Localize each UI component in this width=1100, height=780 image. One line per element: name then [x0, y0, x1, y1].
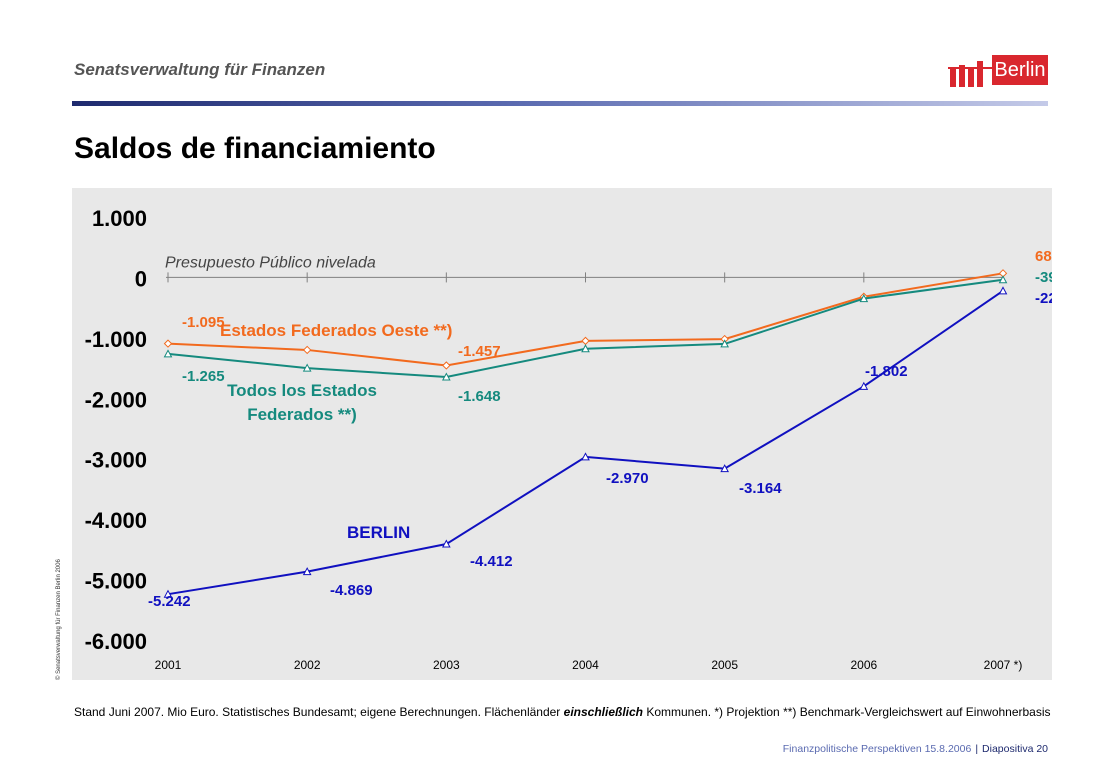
- x-tick-label: 2005: [711, 658, 738, 672]
- data-label: -39: [1035, 269, 1052, 286]
- data-point-todos-los-estados-federados: [441, 372, 451, 381]
- page-title: Saldos de financiamiento: [74, 132, 436, 165]
- y-tick-label: -5.000: [85, 569, 147, 594]
- footnote-text-1: Stand Juni 2007. Mio Euro. Statistisches…: [74, 705, 564, 719]
- x-tick-label: 2001: [155, 658, 182, 672]
- data-label: -222: [1035, 290, 1052, 307]
- data-point-berlin: [441, 539, 451, 548]
- data-label: -4.869: [330, 582, 373, 599]
- series-name-label: Federados **): [247, 405, 357, 424]
- data-point-berlin: [302, 567, 312, 576]
- footnote-text-2: Kommunen. *) Projektion **) Benchmark-Ve…: [643, 705, 1051, 719]
- y-tick-label: -3.000: [85, 448, 147, 473]
- data-point-berlin: [859, 381, 869, 390]
- berlin-logo: Berlin: [948, 55, 1048, 94]
- x-tick-label: 2002: [294, 658, 321, 672]
- data-point-todos-los-estados-federados: [581, 344, 590, 353]
- data-point-berlin: [163, 589, 173, 598]
- series-name-label: BERLIN: [347, 523, 410, 542]
- x-tick-label: 2006: [850, 658, 877, 672]
- data-label: -1.457: [458, 343, 501, 360]
- chart-container: 1.000 0 -1.000 -2.000 -3.000 -4.000 -5.000 -6.0…: [72, 188, 1065, 680]
- header-divider: [72, 101, 1048, 106]
- series-name-label: Todos los Estados: [227, 381, 377, 400]
- footnote-emphasis: einschließlich: [563, 705, 643, 719]
- berlin-bear-emblem-icon: [948, 61, 992, 87]
- logo-wordmark: Berlin: [992, 55, 1048, 85]
- data-point-todos-los-estados-federados: [720, 339, 730, 348]
- slide-footer: Finanzpolitische Perspektiven 15.8.2006 |…: [783, 743, 1048, 755]
- data-point-estados-federados-oeste: [442, 361, 451, 370]
- data-point-berlin: [720, 464, 730, 473]
- data-point-berlin: [998, 286, 1008, 295]
- data-point-todos-los-estados-federados: [859, 294, 869, 303]
- chart-background: [72, 188, 1052, 680]
- data-label: -1.648: [458, 388, 501, 405]
- y-tick-label: -1.000: [85, 327, 147, 352]
- line-chart: 1.000 0 -1.000 -2.000 -3.000 -4.000 -5.000 -6.0…: [72, 188, 1065, 680]
- data-point-todos-los-estados-federados: [302, 363, 312, 372]
- y-tick-label: 1.000: [92, 206, 147, 231]
- data-point-todos-los-estados-federados: [998, 275, 1008, 284]
- data-point-estados-federados-oeste: [163, 339, 173, 348]
- footer-text: Finanzpolitische Perspektiven 15.8.2006: [782, 743, 972, 755]
- y-tick-label: 0: [135, 266, 147, 291]
- data-label: -5.242: [148, 593, 191, 610]
- footer-separator: |: [975, 743, 979, 755]
- data-label: -1.802: [865, 363, 908, 380]
- header-title: Senatsverwaltung für Finanzen: [74, 60, 326, 79]
- y-tick-label: -4.000: [85, 508, 147, 533]
- data-label: 68: [1035, 248, 1052, 265]
- slide-number: Diapositiva 20: [982, 743, 1048, 755]
- data-point-estados-federados-oeste: [302, 345, 312, 355]
- reference-line-label: Presupuesto Público nivelada: [165, 254, 376, 271]
- data-label: -3.164: [739, 480, 782, 497]
- y-tick-label: -2.000: [85, 387, 147, 412]
- source-footnote: Stand Juni 2007. Mio Euro. Statistisches…: [74, 703, 1059, 721]
- data-label: -2.970: [606, 470, 649, 487]
- data-label: -1.265: [182, 368, 225, 385]
- data-point-todos-los-estados-federados: [163, 349, 173, 358]
- x-tick-label: 2004: [572, 658, 599, 672]
- x-tick-label: 2003: [433, 658, 460, 672]
- data-label: -1.095: [182, 314, 225, 331]
- data-point-berlin: [581, 452, 590, 461]
- data-label: -4.412: [470, 553, 513, 570]
- copyright-note: © Senatsverwaltung für Finanzen Berlin 2…: [56, 559, 62, 680]
- x-tick-label: 2007 *): [984, 658, 1023, 672]
- y-tick-label: -6.000: [85, 629, 147, 654]
- series-name-label: Estados Federados Oeste **): [220, 321, 452, 340]
